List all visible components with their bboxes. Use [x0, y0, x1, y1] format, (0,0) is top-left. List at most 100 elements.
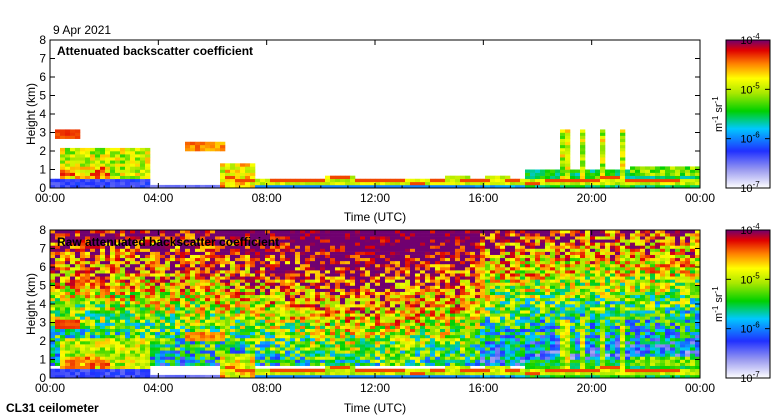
- heatmap-cell: [295, 359, 301, 363]
- heatmap-cell: [80, 362, 86, 366]
- heatmap-cell: [140, 254, 146, 259]
- heatmap-cell: [325, 288, 331, 292]
- heatmap-cell: [455, 374, 461, 378]
- heatmap-cell: [245, 242, 251, 246]
- heatmap-cell: [180, 350, 186, 354]
- heatmap-cell: [70, 337, 76, 342]
- heatmap-cell: [165, 334, 171, 339]
- heatmap-cell: [75, 129, 81, 133]
- heatmap-cell: [185, 251, 191, 255]
- heatmap-cell: [425, 248, 431, 252]
- heatmap-cell: [325, 276, 331, 280]
- heatmap-cell: [450, 328, 456, 333]
- heatmap-cell: [400, 291, 406, 296]
- heatmap-cell: [460, 260, 466, 265]
- heatmap-cell: [95, 316, 101, 320]
- heatmap-cell: [385, 254, 391, 259]
- heatmap-cell: [620, 172, 626, 176]
- heatmap-cell: [195, 267, 201, 271]
- heatmap-cell: [235, 310, 241, 314]
- heatmap-cell: [230, 172, 236, 176]
- heatmap-cell: [475, 359, 481, 363]
- heatmap-cell: [335, 316, 341, 320]
- heatmap-cell: [240, 251, 246, 255]
- heatmap-cell: [200, 304, 206, 308]
- heatmap-cell: [60, 362, 66, 366]
- heatmap-cell: [165, 344, 171, 348]
- heatmap-cell: [335, 282, 341, 286]
- heatmap-cell: [210, 144, 216, 149]
- heatmap-cell: [690, 184, 696, 188]
- heatmap-cell: [80, 163, 86, 167]
- heatmap-cell: [250, 184, 256, 188]
- heatmap-cell: [290, 260, 296, 265]
- heatmap-cell: [100, 331, 106, 336]
- heatmap-cell: [245, 248, 251, 252]
- heatmap-cell: [280, 337, 286, 342]
- heatmap-cell: [355, 322, 361, 326]
- heatmap-cell: [60, 371, 66, 376]
- heatmap-cell: [215, 347, 221, 351]
- heatmap-cell: [110, 347, 116, 351]
- heatmap-cell: [575, 172, 581, 176]
- heatmap-cell: [465, 313, 471, 317]
- heatmap-cell: [330, 300, 336, 305]
- heatmap-cell: [460, 181, 466, 186]
- heatmap-cell: [330, 362, 336, 366]
- heatmap-cell: [255, 236, 261, 240]
- heatmap-cell: [310, 291, 316, 296]
- heatmap-cell: [100, 160, 106, 164]
- heatmap-cell: [200, 310, 206, 314]
- heatmap-cell: [455, 353, 461, 357]
- heatmap-cell: [270, 181, 276, 186]
- heatmap-cell: [425, 267, 431, 271]
- heatmap-cell: [195, 263, 201, 268]
- heatmap-cell: [175, 245, 181, 249]
- heatmap-cell: [405, 344, 411, 348]
- heatmap-cell: [90, 245, 96, 249]
- heatmap-cell: [395, 374, 401, 378]
- heatmap-cell: [345, 344, 351, 348]
- heatmap-cell: [370, 270, 376, 274]
- heatmap-cell: [150, 273, 156, 277]
- heatmap-cell: [230, 310, 236, 314]
- heatmap-cell: [460, 371, 466, 376]
- heatmap-cell: [295, 291, 301, 296]
- heatmap-cell: [50, 184, 56, 188]
- heatmap-cell: [80, 169, 86, 173]
- heatmap-cell: [130, 300, 136, 305]
- heatmap-cell: [80, 350, 86, 354]
- heatmap-cell: [110, 181, 116, 186]
- heatmap-cell: [280, 239, 286, 243]
- heatmap-cell: [115, 334, 121, 339]
- heatmap-cell: [85, 267, 91, 271]
- heatmap-cell: [350, 184, 356, 188]
- heatmap-cell: [235, 300, 241, 305]
- heatmap-cell: [385, 310, 391, 314]
- heatmap-cell: [475, 279, 481, 283]
- heatmap-cell: [330, 248, 336, 252]
- heatmap-cell: [190, 251, 196, 255]
- heatmap-cell: [435, 294, 441, 299]
- heatmap-cell: [405, 371, 411, 376]
- heatmap-cell: [120, 242, 126, 246]
- heatmap-cell: [600, 160, 606, 164]
- heatmap-cell: [245, 331, 251, 336]
- heatmap-cell: [200, 147, 206, 152]
- heatmap-cell: [70, 172, 76, 176]
- heatmap-cell: [110, 285, 116, 289]
- heatmap-cell: [360, 307, 366, 311]
- heatmap-cell: [195, 374, 201, 378]
- heatmap-cell: [185, 279, 191, 283]
- heatmap-cell: [375, 362, 381, 366]
- heatmap-cell: [55, 230, 61, 234]
- heatmap-cell: [360, 347, 366, 351]
- heatmap-cell: [60, 297, 66, 302]
- heatmap-cell: [230, 362, 236, 366]
- heatmap-cell: [150, 347, 156, 351]
- heatmap-cell: [325, 178, 331, 183]
- heatmap-cell: [135, 322, 141, 326]
- heatmap-cell: [110, 288, 116, 292]
- heatmap-cell: [290, 341, 296, 345]
- heatmap-cell: [85, 313, 91, 317]
